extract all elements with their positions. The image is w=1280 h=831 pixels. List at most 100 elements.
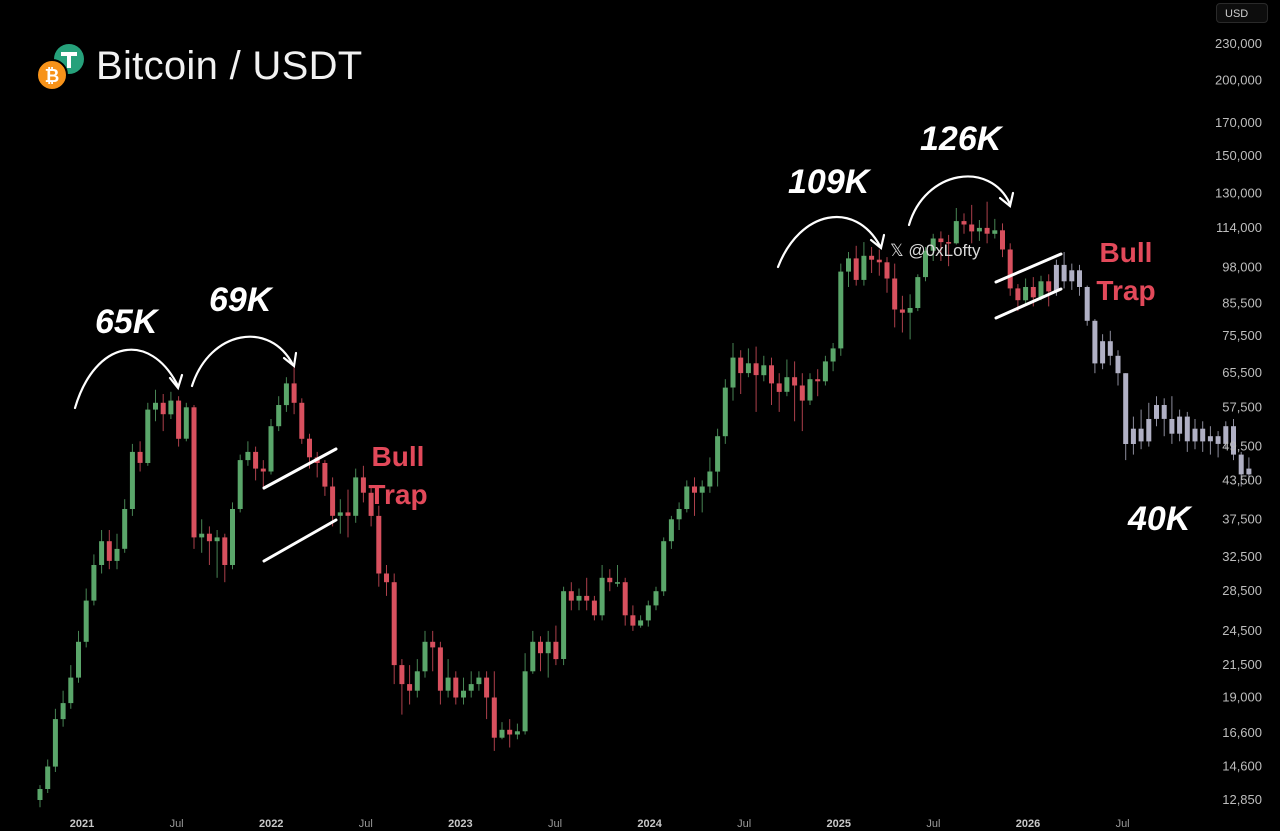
candle — [60, 690, 66, 727]
peak-label-69k: 69K — [209, 281, 274, 319]
candle — [445, 659, 451, 698]
candle — [461, 677, 466, 705]
drawing-layer — [73, 175, 1063, 563]
candle — [99, 530, 105, 574]
bull-trap-channel-upper-2025 — [994, 252, 1063, 284]
candle — [437, 641, 443, 705]
peak-label-65k: 65K — [95, 303, 160, 341]
candle — [923, 247, 928, 282]
peak-arc-126k-arrowhead — [998, 191, 1015, 208]
projected-candle — [1100, 334, 1106, 370]
candle — [145, 402, 151, 466]
candle — [337, 499, 343, 534]
projected-candle — [1138, 409, 1144, 450]
projected-candle — [1069, 263, 1075, 290]
candle — [869, 247, 875, 273]
bull-trap-label-2022: Bull Trap — [368, 441, 427, 510]
candle — [538, 636, 543, 672]
candle — [191, 405, 197, 549]
peak-arc-109k-arrowhead — [869, 233, 886, 250]
candle — [414, 659, 420, 698]
chart-title: Bitcoin / USDT — [96, 44, 363, 88]
price-tick-label: 43,500 — [1222, 472, 1262, 487]
candle — [1046, 274, 1052, 307]
candle — [769, 357, 774, 405]
candle — [260, 460, 266, 490]
candle — [407, 665, 413, 705]
candle — [976, 220, 982, 241]
projected-candle — [1084, 285, 1090, 326]
peak-arc-69k — [190, 335, 295, 388]
candle — [37, 785, 43, 808]
candle — [468, 671, 474, 698]
candle — [83, 588, 89, 648]
watermark: 𝕏 @0xLofty — [890, 241, 981, 260]
price-tick-label: 14,600 — [1222, 759, 1262, 774]
candle — [276, 396, 282, 432]
candle — [576, 588, 582, 611]
price-tick-label: 21,500 — [1222, 657, 1262, 672]
peak-label-126k: 126K — [920, 120, 1004, 158]
candle — [253, 446, 259, 481]
price-tick-label: 170,000 — [1215, 115, 1262, 130]
candle — [507, 719, 513, 748]
candle — [668, 515, 674, 549]
time-tick-label: 2024 — [637, 818, 662, 830]
candle — [530, 630, 536, 674]
candle — [930, 233, 936, 261]
candle — [907, 294, 913, 340]
candle — [237, 454, 243, 513]
candle — [938, 231, 944, 261]
price-tick-label: 230,000 — [1215, 36, 1262, 51]
candle — [784, 359, 790, 397]
candle — [160, 394, 166, 432]
candle — [422, 630, 428, 678]
projected-candle — [1123, 373, 1129, 461]
candle — [45, 759, 51, 793]
candle — [522, 653, 528, 735]
time-tick-label: Jul — [1116, 818, 1130, 830]
candle — [799, 373, 805, 432]
target-label-40k: 40K — [1127, 500, 1193, 538]
candle — [499, 722, 505, 740]
candle — [1000, 223, 1005, 258]
candle — [638, 615, 644, 628]
projected-candle — [1161, 398, 1167, 437]
price-tick-label: 75,500 — [1222, 328, 1262, 343]
candle — [830, 343, 836, 372]
bull-trap-channel-upper-2022 — [262, 447, 338, 490]
price-tick-label: 65,500 — [1222, 365, 1262, 380]
currency-selector[interactable]: USD — [1216, 3, 1268, 23]
bitcoin-tether-logo: ₿ — [36, 42, 86, 92]
projection-layer — [1053, 252, 1252, 487]
candle — [391, 573, 397, 685]
candle — [222, 533, 228, 583]
candle — [384, 565, 389, 596]
peak-label-109k: 109K — [788, 163, 872, 201]
candle — [545, 630, 551, 678]
candle — [915, 274, 921, 312]
candle — [114, 533, 120, 570]
projected-candle — [1231, 419, 1236, 461]
projected-candle — [1207, 426, 1213, 455]
candle — [753, 346, 759, 412]
candle — [368, 486, 374, 527]
price-tick-label: 16,600 — [1222, 725, 1262, 740]
price-tick-label: 114,000 — [1216, 220, 1262, 235]
bull-trap-label-2025: Bull Trap — [1096, 237, 1155, 306]
candle — [715, 428, 721, 487]
candle — [345, 489, 351, 538]
time-tick-label: 2025 — [827, 818, 851, 830]
candle — [183, 402, 189, 442]
svg-text:₿: ₿ — [45, 66, 60, 87]
time-tick-label: Jul — [548, 818, 562, 830]
time-axis: 2021 Jul 2022 Jul 2023 Jul 2024 Jul 2025 Jul 2026 J… — [70, 818, 1130, 830]
candle — [776, 373, 782, 412]
projected-candle — [1115, 350, 1121, 386]
price-tick-label: 19,000 — [1222, 690, 1262, 705]
candle — [353, 468, 359, 523]
candle — [591, 595, 597, 621]
candle — [68, 665, 74, 709]
candle — [876, 249, 882, 276]
